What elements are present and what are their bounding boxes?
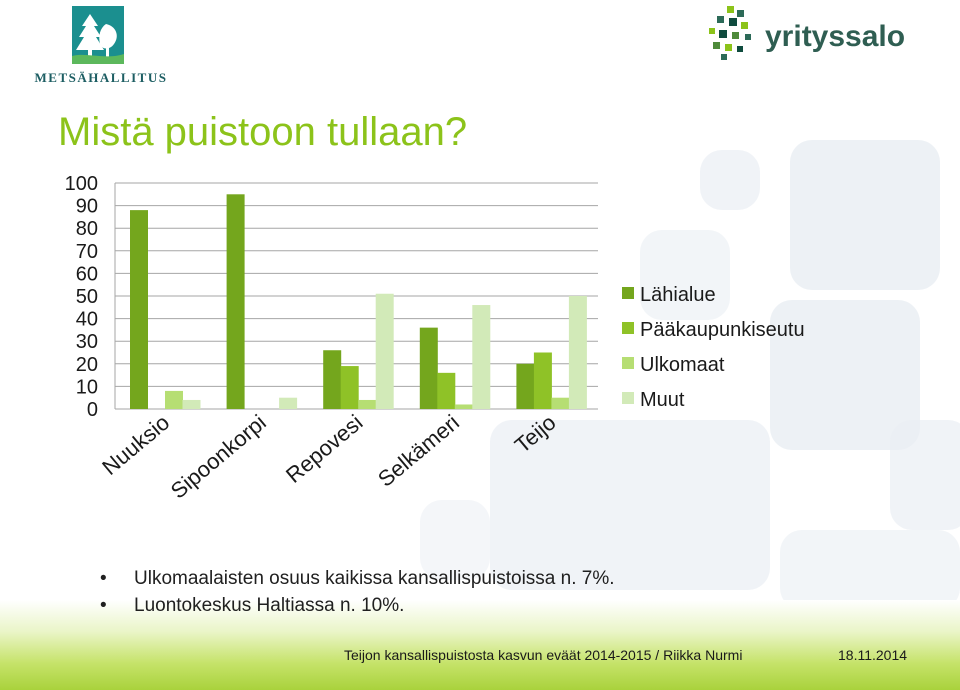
bar-nuuksio-0 <box>130 210 148 409</box>
bullet-list: Ulkomaalaisten osuus kaikissa kansallisp… <box>100 565 615 619</box>
legend-label: Ulkomaat <box>640 354 725 376</box>
bar-teijo-3 <box>568 296 587 409</box>
y-tick-label: 90 <box>76 196 98 218</box>
bar-repovesi-2 <box>358 399 377 409</box>
bar-teijo-1 <box>533 352 552 409</box>
background-square <box>770 300 920 450</box>
x-tick-label: Repovesi <box>281 410 367 488</box>
bar-nuuksio-2 <box>165 390 183 409</box>
background-square <box>700 150 760 210</box>
background-square <box>490 420 770 590</box>
bar-teijo-0 <box>516 363 535 409</box>
bar-repovesi-1 <box>340 366 359 409</box>
bar-nuuksio-3 <box>182 399 201 409</box>
background-square <box>890 420 960 530</box>
legend-swatch <box>622 392 634 404</box>
yrityssalo-logo: yrityssalo <box>709 6 905 60</box>
background-square <box>640 230 730 320</box>
metsahallitus-logo <box>72 6 124 64</box>
bullet-item: Ulkomaalaisten osuus kaikissa kansallisp… <box>100 565 615 592</box>
legend-label: Muut <box>640 389 685 411</box>
y-tick-label: 70 <box>76 241 98 263</box>
bar-sipoonkorpi-0 <box>226 194 245 409</box>
bar-sipoonkorpi-3 <box>279 397 298 409</box>
footer-date: 18.11.2014 <box>838 647 908 663</box>
bar-teijo-2 <box>551 397 570 409</box>
metsahallitus-wordmark: METSÄHALLITUS <box>34 70 168 85</box>
bar-selkämeri-0 <box>419 327 438 409</box>
bullet-item: Luontokeskus Haltiassa n. 10%. <box>100 592 615 619</box>
footer-text: Teijon kansallispuistosta kasvun eväät 2… <box>344 647 743 663</box>
legend-swatch <box>622 322 634 334</box>
bar-selkämeri-2 <box>454 404 473 409</box>
y-tick-label: 60 <box>76 263 98 285</box>
yrityssalo-wordmark: yrityssalo <box>765 20 905 53</box>
y-tick-label: 10 <box>76 376 98 398</box>
x-tick-label: Nuuksio <box>97 410 174 480</box>
x-tick-label: Selkämeri <box>373 410 464 492</box>
y-tick-label: 80 <box>76 218 98 240</box>
bar-selkämeri-3 <box>472 305 491 409</box>
background-square <box>790 140 940 290</box>
x-tick-label: Sipoonkorpi <box>166 410 271 504</box>
y-tick-label: 100 <box>65 173 98 195</box>
x-tick-label: Teijo <box>510 410 561 458</box>
bar-selkämeri-1 <box>437 372 456 409</box>
y-tick-label: 0 <box>87 399 98 421</box>
legend-swatch <box>622 357 634 369</box>
bar-repovesi-0 <box>323 350 342 409</box>
y-tick-label: 50 <box>76 286 98 308</box>
legend-label: Pääkaupunkiseutu <box>640 319 805 341</box>
bar-repovesi-3 <box>375 293 394 409</box>
y-tick-label: 30 <box>76 331 98 353</box>
y-tick-label: 20 <box>76 354 98 376</box>
legend-label: Lähialue <box>640 284 716 306</box>
legend-swatch <box>622 287 634 299</box>
slide-title: Mistä puistoon tullaan? <box>58 110 468 154</box>
background-square <box>780 530 960 610</box>
y-tick-label: 40 <box>76 309 98 331</box>
